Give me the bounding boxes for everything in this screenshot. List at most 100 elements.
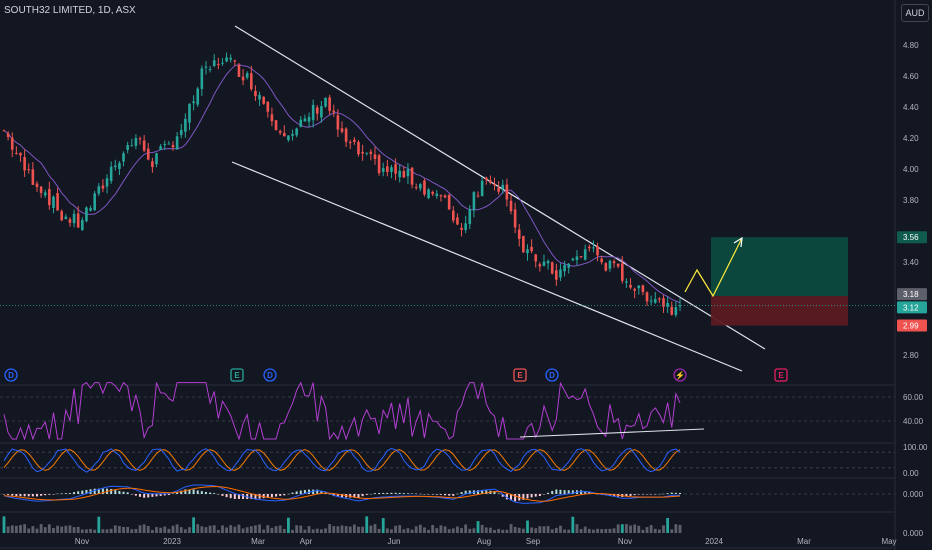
macd-histogram-bar [64, 493, 67, 494]
candle-body [489, 180, 492, 183]
volume-bar [47, 524, 51, 533]
macd-histogram-bar [287, 493, 290, 495]
volume-bar [188, 527, 191, 533]
candle-body [81, 220, 84, 231]
volume-bar [101, 529, 105, 533]
volume-bar [167, 528, 171, 533]
candle-body [608, 260, 612, 269]
candle-body [517, 229, 521, 239]
macd-histogram-bar [328, 494, 331, 495]
macd-histogram-bar [477, 490, 480, 494]
candle-body [460, 227, 463, 230]
currency-button[interactable]: AUD [901, 4, 929, 22]
candle-body [526, 249, 529, 254]
price-label-text: 3.12 [903, 303, 919, 312]
volume-bar [571, 516, 575, 533]
volume-bar [406, 528, 410, 533]
macd-histogram-bar [316, 489, 319, 494]
candle-body [93, 193, 96, 211]
macd-histogram-bar [580, 490, 583, 494]
macd-histogram-bar [295, 491, 298, 494]
volume-bar [431, 525, 435, 533]
candle-body [332, 110, 336, 113]
volume-bar [352, 524, 356, 533]
macd-histogram-bar [180, 490, 183, 494]
macd-histogram-bar [270, 494, 273, 498]
candle-body [386, 166, 389, 172]
volume-bar [464, 524, 468, 533]
macd-histogram-bar [299, 490, 302, 494]
candle-body [52, 196, 55, 208]
candle-body [311, 104, 315, 121]
candle-body [550, 262, 554, 274]
macd-histogram-bar [279, 494, 282, 496]
time-axis-tick: Sep [526, 537, 541, 546]
volume-bar [52, 528, 55, 533]
time-axis-tick: 2024 [705, 537, 723, 546]
macd-histogram-bar [468, 490, 471, 494]
macd-histogram-bar [213, 493, 216, 494]
macd-histogram-bar [44, 494, 47, 496]
volume-bar [183, 529, 187, 533]
macd-histogram-bar [283, 494, 286, 496]
candle-body [151, 161, 154, 167]
macd-histogram-bar [444, 494, 447, 496]
volume-bar [530, 527, 534, 533]
volume-bar [559, 525, 562, 533]
macd-histogram-bar [448, 494, 451, 496]
macd-histogram-bar [464, 490, 467, 494]
candle-body [200, 68, 204, 89]
volume-bar [109, 528, 113, 533]
candle-body [225, 57, 228, 62]
volume-bar [212, 525, 216, 533]
volume-bar [126, 526, 130, 533]
macd-histogram-bar [122, 491, 125, 494]
macd-histogram-bar [73, 492, 76, 494]
candle-body [480, 180, 484, 197]
macd-histogram-bar [349, 494, 352, 498]
candle-body [328, 97, 331, 111]
macd-histogram-bar [427, 494, 430, 495]
macd-histogram-bar [493, 490, 496, 494]
macd-histogram-bar [196, 490, 199, 494]
stochastic-k-line [3, 447, 681, 473]
volume-bar [249, 526, 253, 533]
volume-bar [155, 527, 158, 533]
macd-histogram-bar [40, 494, 43, 496]
volume-bar [10, 525, 14, 533]
candle-body [468, 209, 472, 225]
candle-body [278, 130, 282, 133]
candle-body [221, 62, 224, 64]
candle-body [353, 139, 356, 142]
stochastic-d-line [3, 449, 681, 471]
macd-histogram-bar [658, 493, 661, 495]
macd-histogram-bar [563, 490, 566, 494]
macd-histogram-bar [662, 493, 665, 495]
candle-body [19, 152, 22, 156]
candle-body [637, 285, 641, 289]
volume-bar [31, 526, 35, 533]
macd-histogram-bar [551, 490, 554, 494]
macd-histogram-bar [68, 493, 71, 494]
price-axis-tick: 4.40 [903, 103, 919, 112]
candle-body [674, 307, 678, 316]
candle-body [447, 194, 451, 210]
price-label-text: 3.18 [903, 290, 919, 299]
volume-bar [241, 528, 245, 533]
candle-body [476, 195, 480, 197]
candle-body [163, 144, 167, 146]
event-marker-dividend [4, 368, 18, 382]
candle-body [282, 132, 286, 137]
candle-body [89, 208, 92, 211]
candle-body [546, 260, 550, 264]
price-axis-tick: 4.00 [903, 165, 919, 174]
candle-body [233, 60, 237, 62]
volume-bar [484, 527, 488, 533]
candle-body [64, 216, 68, 219]
time-axis-tick: Mar [251, 537, 265, 546]
volume-bar [394, 525, 397, 533]
candle-body [567, 263, 571, 268]
volume-bar [447, 529, 451, 533]
macd-histogram-bar [584, 491, 587, 494]
